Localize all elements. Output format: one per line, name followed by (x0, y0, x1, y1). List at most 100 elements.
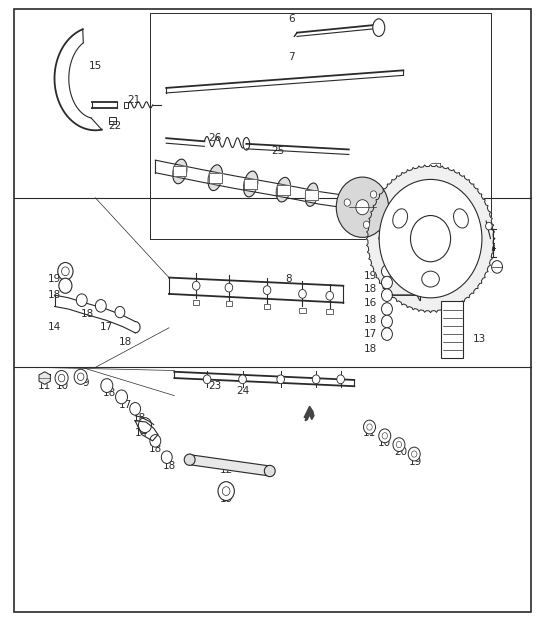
Polygon shape (190, 455, 270, 476)
Polygon shape (173, 166, 186, 176)
Text: 3: 3 (476, 230, 483, 241)
Ellipse shape (243, 138, 250, 150)
Circle shape (382, 433, 387, 439)
Circle shape (411, 451, 417, 457)
Circle shape (55, 371, 68, 386)
Text: 23: 23 (209, 381, 222, 391)
Circle shape (367, 424, 372, 430)
Text: 11: 11 (363, 428, 376, 438)
FancyBboxPatch shape (299, 308, 306, 313)
Text: 18: 18 (364, 315, 377, 325)
Ellipse shape (184, 454, 195, 465)
FancyBboxPatch shape (226, 301, 232, 306)
Text: 14: 14 (48, 322, 61, 332)
Circle shape (312, 375, 320, 384)
Circle shape (138, 418, 152, 433)
Ellipse shape (373, 19, 385, 36)
Text: 2: 2 (397, 210, 404, 220)
Circle shape (382, 315, 392, 328)
Circle shape (379, 429, 391, 443)
FancyBboxPatch shape (109, 117, 116, 124)
Ellipse shape (305, 183, 318, 207)
Ellipse shape (208, 165, 222, 191)
Ellipse shape (244, 171, 258, 197)
Text: 16: 16 (364, 298, 377, 308)
Circle shape (77, 373, 84, 381)
Circle shape (101, 379, 113, 392)
FancyBboxPatch shape (326, 309, 333, 314)
Polygon shape (244, 179, 257, 189)
Circle shape (382, 303, 392, 315)
Text: 17: 17 (100, 322, 113, 332)
Text: 10: 10 (378, 438, 391, 448)
Text: 18: 18 (48, 290, 61, 300)
Circle shape (382, 265, 392, 278)
Ellipse shape (453, 208, 468, 228)
Circle shape (116, 390, 128, 404)
Text: 9: 9 (83, 378, 89, 388)
Circle shape (408, 447, 420, 461)
Polygon shape (39, 372, 50, 384)
Ellipse shape (173, 159, 187, 184)
Ellipse shape (264, 465, 275, 477)
Circle shape (337, 375, 344, 384)
FancyBboxPatch shape (124, 102, 128, 108)
Circle shape (364, 221, 370, 229)
Text: 17: 17 (364, 329, 377, 339)
Text: 7: 7 (288, 51, 295, 62)
Text: 18: 18 (102, 387, 116, 398)
Text: 19: 19 (364, 271, 377, 281)
Circle shape (192, 281, 200, 290)
Text: 26: 26 (209, 133, 222, 143)
Text: 22: 22 (108, 121, 121, 131)
Circle shape (58, 374, 65, 382)
Text: 18: 18 (364, 284, 377, 294)
Polygon shape (305, 190, 318, 200)
Circle shape (161, 451, 172, 463)
Circle shape (382, 328, 392, 340)
Ellipse shape (393, 208, 408, 228)
Text: 12: 12 (220, 465, 233, 475)
Circle shape (59, 278, 72, 293)
Circle shape (410, 215, 451, 262)
Text: 18: 18 (132, 413, 146, 423)
Circle shape (492, 261, 502, 273)
Polygon shape (277, 185, 290, 195)
Circle shape (222, 487, 230, 495)
FancyBboxPatch shape (441, 301, 463, 358)
Circle shape (58, 263, 73, 280)
Text: 17: 17 (119, 400, 132, 410)
Circle shape (379, 180, 482, 298)
Circle shape (364, 420, 376, 434)
Circle shape (382, 289, 392, 301)
Text: 10: 10 (56, 381, 69, 391)
Text: 1: 1 (438, 196, 445, 206)
Circle shape (344, 199, 350, 206)
Circle shape (299, 290, 306, 298)
Text: 15: 15 (89, 61, 102, 71)
Text: 18: 18 (119, 337, 132, 347)
Circle shape (62, 267, 69, 276)
Circle shape (326, 291, 334, 300)
Circle shape (218, 482, 234, 501)
Circle shape (150, 435, 161, 447)
Text: 24: 24 (236, 386, 249, 396)
Circle shape (393, 438, 405, 452)
Text: 21: 21 (127, 95, 140, 106)
Text: 8: 8 (286, 274, 292, 284)
Text: 5: 5 (460, 218, 467, 228)
Text: 18: 18 (162, 461, 175, 471)
Text: 4: 4 (490, 243, 496, 253)
Circle shape (382, 276, 392, 289)
Circle shape (76, 294, 87, 306)
Polygon shape (366, 165, 495, 313)
FancyBboxPatch shape (264, 304, 270, 309)
Circle shape (115, 306, 125, 318)
Text: 11: 11 (38, 381, 51, 391)
Circle shape (486, 222, 492, 230)
Text: 19: 19 (409, 457, 422, 467)
Text: 18: 18 (149, 444, 162, 454)
Circle shape (356, 200, 369, 215)
Circle shape (371, 191, 377, 198)
Circle shape (225, 283, 233, 292)
